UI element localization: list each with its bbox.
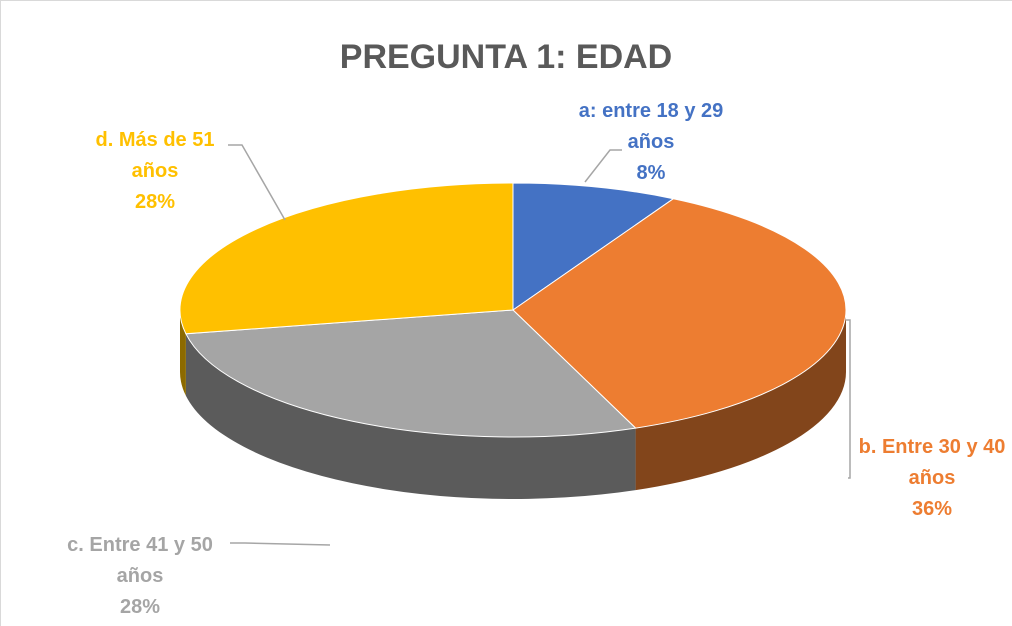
label-value: 36% [911, 498, 953, 520]
label-value: 28% [134, 191, 176, 213]
leader-line [846, 319, 851, 479]
label-category: c. Entre 41 y 50 años [67, 534, 213, 587]
slice-side [185, 333, 636, 499]
slice [512, 198, 847, 429]
label-value: 28% [119, 596, 161, 618]
label-value: 8% [636, 162, 666, 184]
slice [185, 309, 637, 438]
data-label: d. Más de 51 años 28% [70, 125, 240, 218]
label-category: d. Más de 51 años [95, 129, 215, 182]
data-label: a: entre 18 y 29 años 8% [562, 96, 740, 189]
slice-side [635, 310, 846, 491]
leader-line [230, 542, 331, 546]
label-category: a: entre 18 y 29 años [578, 100, 724, 153]
leader-line [584, 149, 622, 183]
slice [512, 182, 675, 311]
leader-line [228, 144, 286, 221]
data-label: b. Entre 30 y 40 años 36% [843, 432, 1012, 525]
data-label: c. Entre 41 y 50 años 28% [50, 530, 230, 623]
pie [179, 182, 847, 499]
slice [179, 182, 514, 335]
chart-title: PREGUNTA 1: EDAD [339, 38, 673, 76]
label-category: b. Entre 30 y 40 años [858, 436, 1006, 489]
